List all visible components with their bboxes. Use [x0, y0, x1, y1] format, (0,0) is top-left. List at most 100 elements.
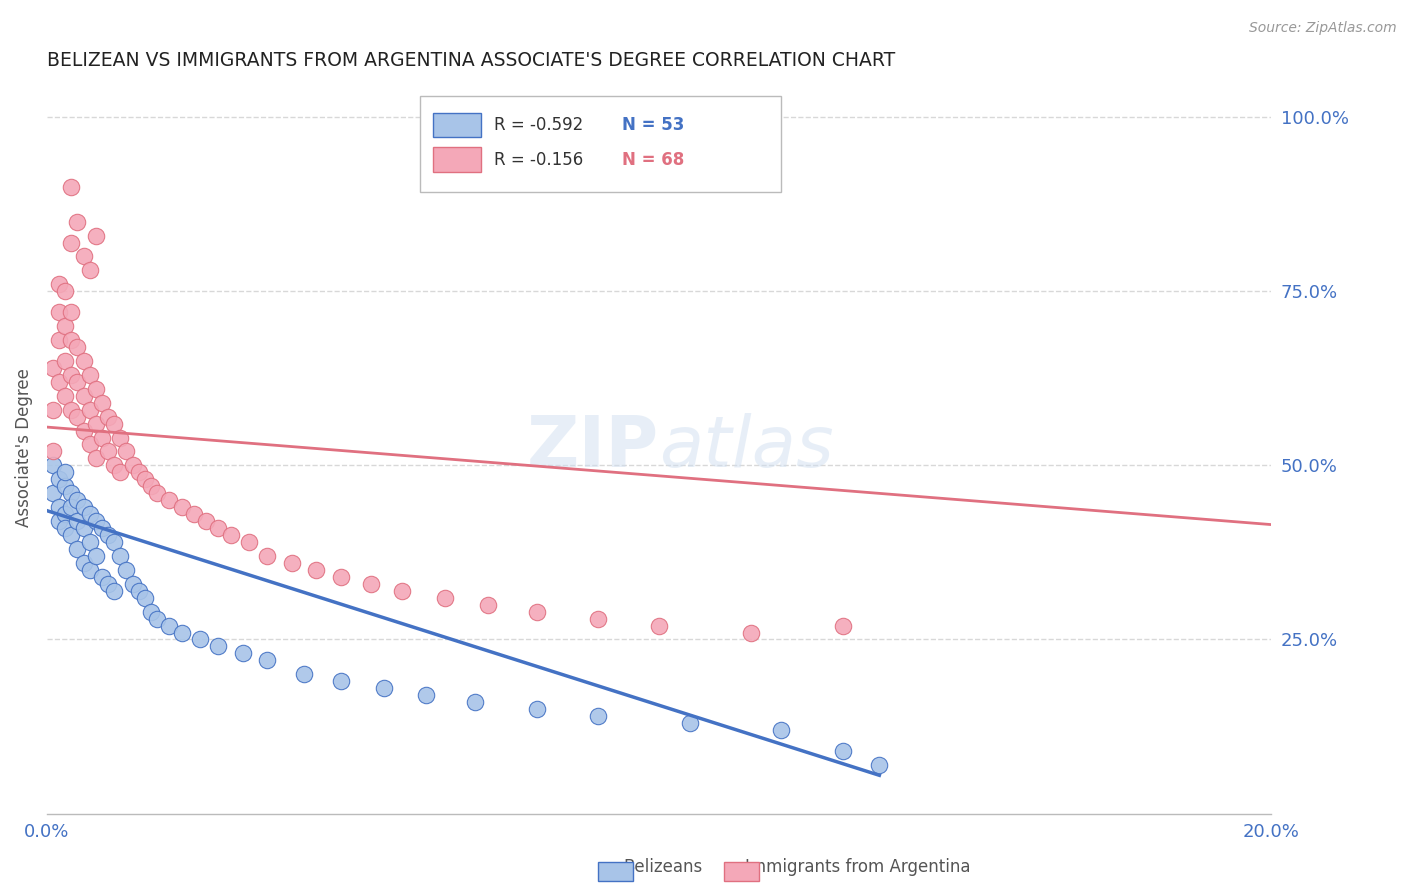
Point — [391, 583, 413, 598]
Point — [121, 458, 143, 473]
Point — [60, 179, 83, 194]
Point — [146, 486, 169, 500]
Point — [128, 466, 150, 480]
Point — [53, 285, 76, 299]
Text: Immigrants from Argentina: Immigrants from Argentina — [745, 858, 970, 876]
Point — [48, 333, 70, 347]
Point — [586, 611, 609, 625]
Text: R = -0.156: R = -0.156 — [494, 151, 583, 169]
Point — [42, 444, 65, 458]
Point — [121, 576, 143, 591]
Point — [66, 541, 89, 556]
Point — [280, 556, 302, 570]
Point — [110, 466, 132, 480]
Point — [79, 507, 101, 521]
Point — [477, 598, 499, 612]
Point — [91, 430, 114, 444]
Point — [60, 500, 83, 515]
Text: R = -0.592: R = -0.592 — [494, 116, 583, 134]
Point — [157, 493, 180, 508]
Point — [66, 375, 89, 389]
Point — [232, 647, 254, 661]
Point — [42, 402, 65, 417]
Point — [415, 688, 437, 702]
Point — [66, 340, 89, 354]
Point — [139, 479, 162, 493]
Point — [329, 570, 352, 584]
Point — [48, 514, 70, 528]
Point — [526, 605, 548, 619]
Text: Source: ZipAtlas.com: Source: ZipAtlas.com — [1249, 21, 1396, 35]
Point — [586, 709, 609, 723]
Point — [53, 479, 76, 493]
Point — [146, 611, 169, 625]
Point — [115, 444, 138, 458]
Text: ZIP: ZIP — [527, 414, 659, 483]
Point — [110, 549, 132, 563]
Point — [60, 528, 83, 542]
Point — [60, 305, 83, 319]
Point — [84, 228, 107, 243]
Point — [219, 528, 242, 542]
Point — [238, 535, 260, 549]
Point — [292, 667, 315, 681]
Point — [110, 430, 132, 444]
Point — [770, 723, 793, 737]
Point — [103, 535, 125, 549]
Point — [72, 556, 94, 570]
FancyBboxPatch shape — [433, 147, 481, 171]
Point — [188, 632, 211, 647]
Point — [433, 591, 456, 605]
Point — [42, 486, 65, 500]
Point — [305, 563, 328, 577]
Point — [91, 521, 114, 535]
Point — [53, 354, 76, 368]
Point — [103, 458, 125, 473]
Point — [115, 563, 138, 577]
Point — [72, 250, 94, 264]
Point — [103, 583, 125, 598]
Point — [53, 466, 76, 480]
Point — [170, 500, 193, 515]
Point — [170, 625, 193, 640]
Point — [66, 493, 89, 508]
Point — [60, 402, 83, 417]
Point — [53, 319, 76, 334]
Point — [60, 333, 83, 347]
Point — [79, 535, 101, 549]
Point — [831, 744, 853, 758]
FancyBboxPatch shape — [420, 95, 782, 192]
Point — [740, 625, 762, 640]
Point — [72, 500, 94, 515]
Point — [60, 235, 83, 250]
Text: N = 53: N = 53 — [623, 116, 685, 134]
Point — [53, 389, 76, 403]
Point — [139, 605, 162, 619]
Point — [97, 409, 120, 424]
Point — [134, 472, 156, 486]
Point — [526, 702, 548, 716]
Point — [48, 305, 70, 319]
Point — [66, 409, 89, 424]
Point — [97, 576, 120, 591]
Point — [79, 402, 101, 417]
Point — [868, 757, 890, 772]
Point — [183, 507, 205, 521]
Y-axis label: Associate's Degree: Associate's Degree — [15, 368, 32, 527]
Point — [42, 360, 65, 375]
Point — [831, 618, 853, 632]
Point — [360, 576, 382, 591]
Point — [72, 389, 94, 403]
Point — [72, 521, 94, 535]
Point — [79, 263, 101, 277]
Point — [84, 549, 107, 563]
Point — [60, 368, 83, 382]
Point — [53, 521, 76, 535]
Point — [648, 618, 671, 632]
Point — [195, 514, 218, 528]
FancyBboxPatch shape — [433, 113, 481, 137]
Point — [678, 716, 700, 731]
Point — [84, 382, 107, 396]
Point — [91, 395, 114, 409]
Point — [48, 500, 70, 515]
